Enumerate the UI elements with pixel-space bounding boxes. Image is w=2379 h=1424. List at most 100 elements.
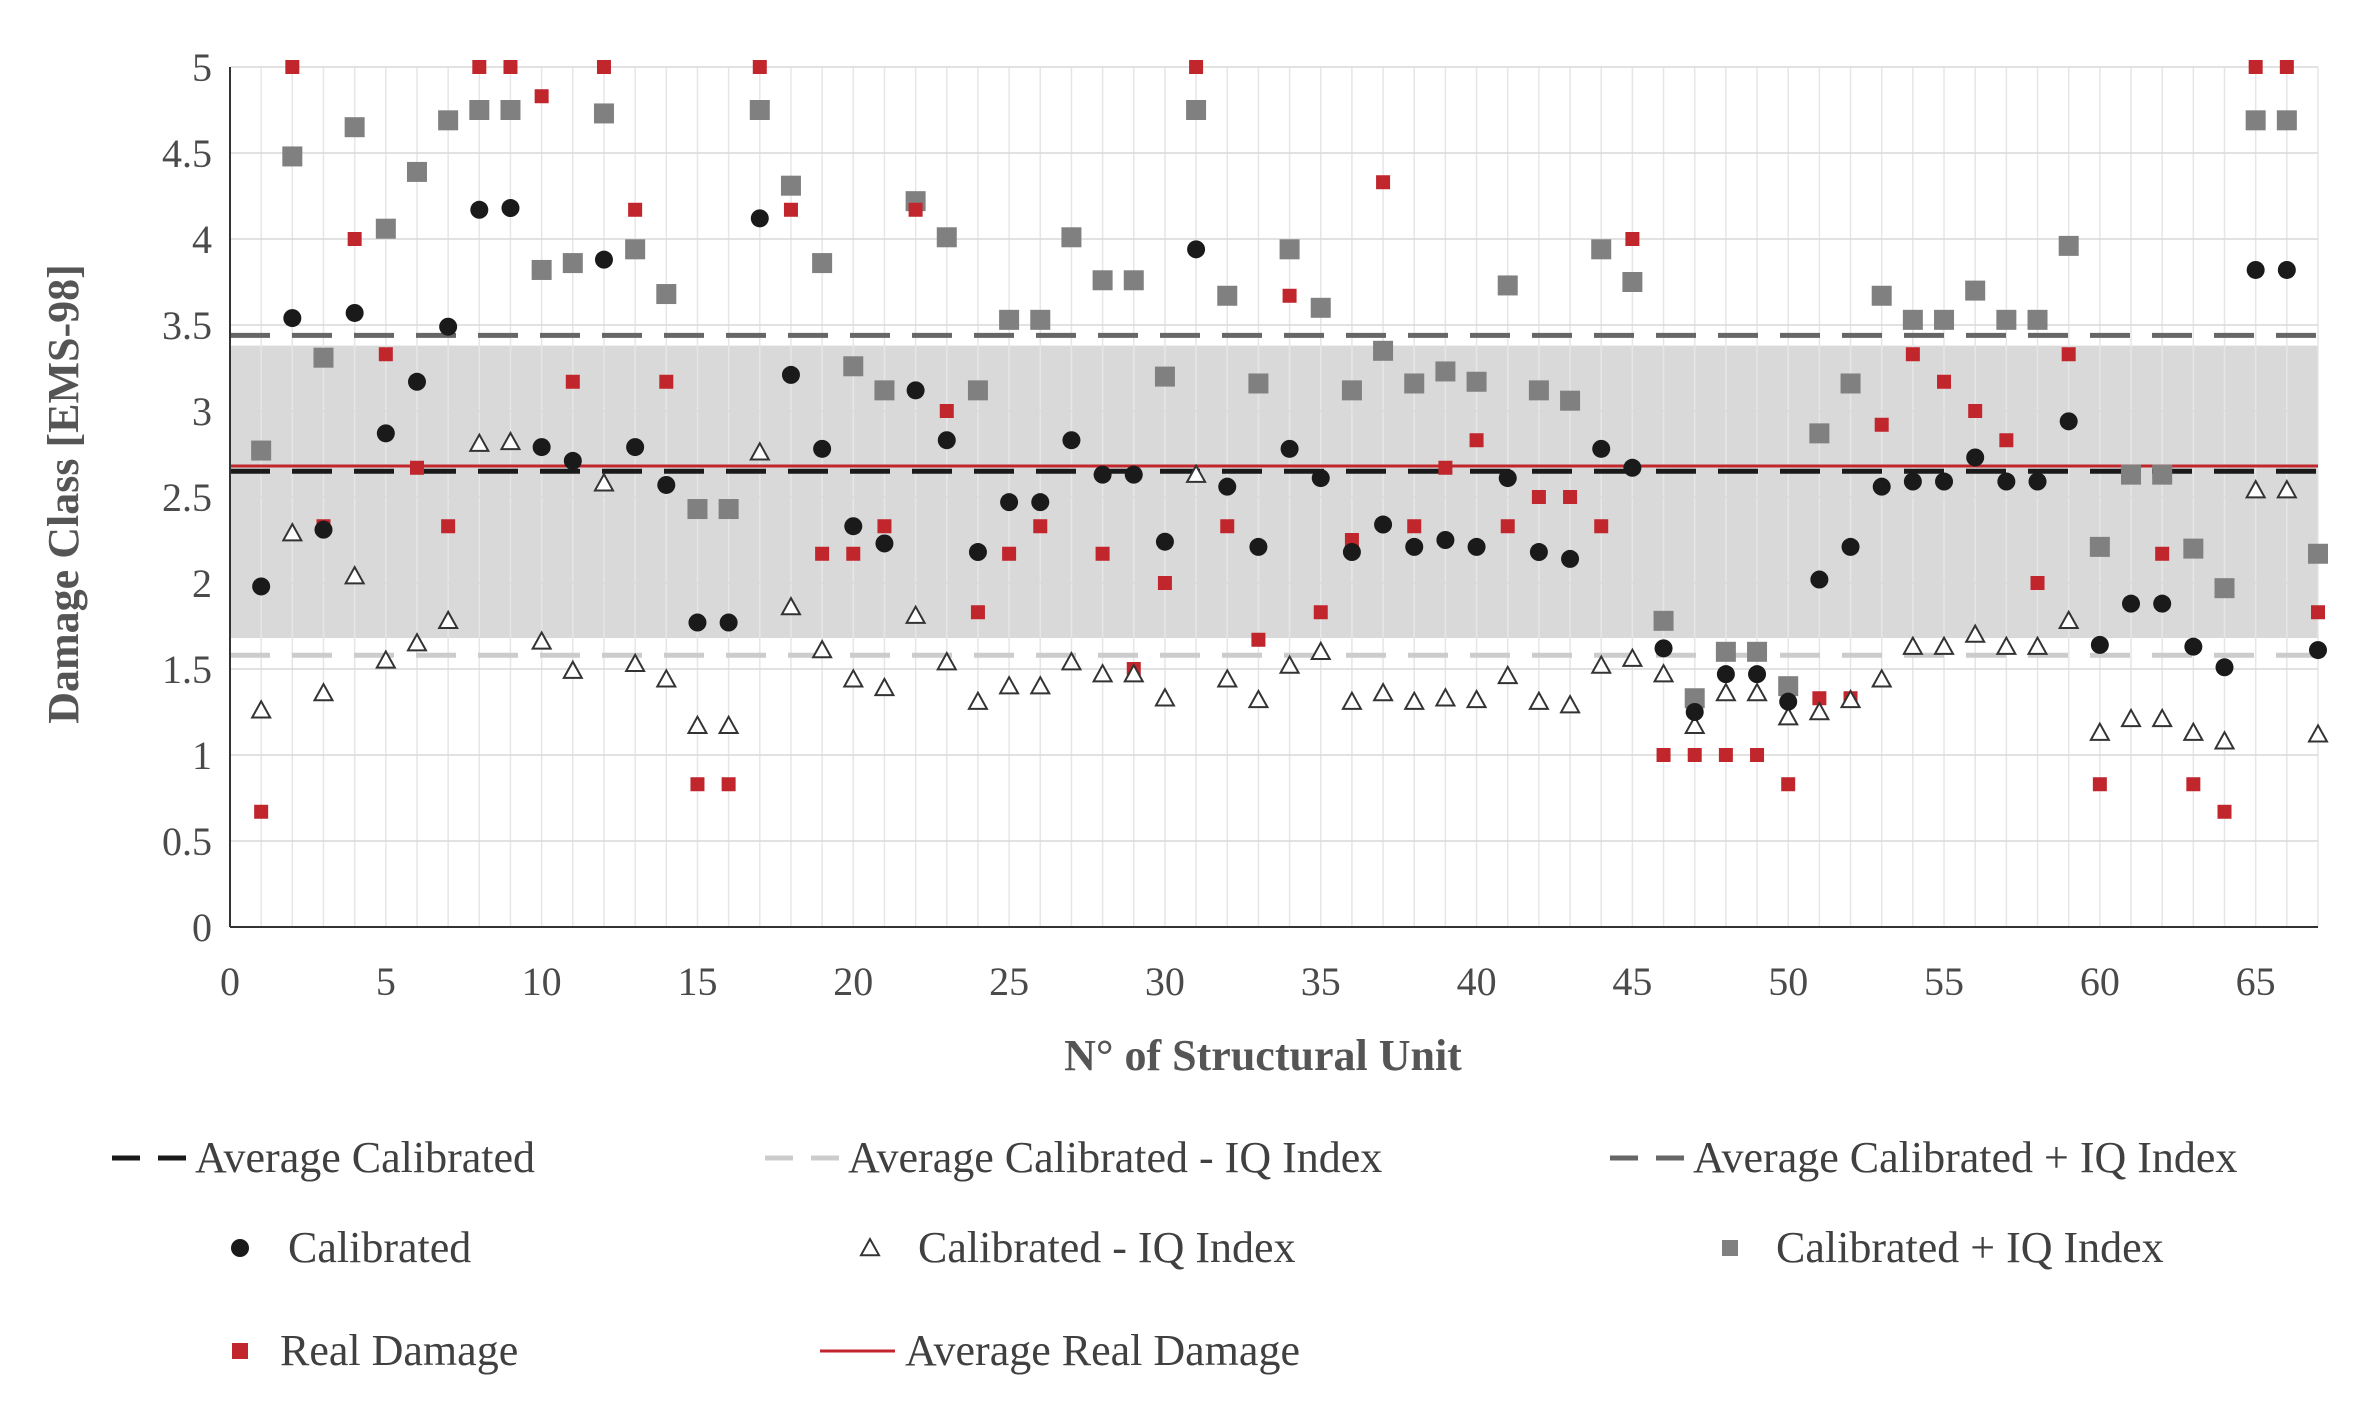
point-calibrated-iq-index <box>624 652 646 673</box>
point-calibrated-iq-index <box>1560 390 1581 411</box>
point-calibrated <box>1685 703 1704 721</box>
point-calibrated-iq-index <box>1310 640 1332 660</box>
point-calibrated <box>1997 472 2016 491</box>
x-tick-label: 30 <box>1145 959 1185 1004</box>
point-calibrated-iq-index <box>468 432 491 452</box>
point-calibrated-iq-index <box>2026 635 2049 655</box>
point-calibrated <box>1374 515 1393 534</box>
point-calibrated <box>906 381 925 400</box>
point-calibrated-iq-index <box>1995 635 2018 655</box>
point-calibrated-iq-index <box>874 380 895 401</box>
point-calibrated-iq-index <box>562 659 584 679</box>
point-calibrated-iq-index <box>1278 654 1301 674</box>
point-calibrated-iq-index <box>1777 706 1799 726</box>
point-calibrated-iq-index <box>1217 285 1238 306</box>
point-calibrated-iq-index <box>1154 366 1175 387</box>
point-calibrated-iq-index <box>873 676 896 697</box>
y-tick-label: 1 <box>192 733 212 778</box>
iq-shaded-band <box>230 345 2318 639</box>
point-calibrated-iq-index <box>717 714 740 734</box>
point-calibrated-iq-index <box>1839 688 1862 709</box>
point-calibrated-iq-index <box>1341 380 1362 401</box>
point-calibrated <box>1872 477 1891 496</box>
point-real-damage <box>2311 605 2325 620</box>
point-calibrated-iq-index <box>1840 373 1861 394</box>
point-calibrated <box>2246 260 2265 279</box>
point-calibrated <box>563 451 582 470</box>
point-calibrated-iq-index <box>2151 707 2173 728</box>
point-calibrated-iq-index <box>1591 239 1612 260</box>
point-calibrated <box>2215 658 2234 677</box>
point-calibrated <box>2184 637 2203 656</box>
point-calibrated-iq-index <box>843 356 864 377</box>
point-calibrated-iq-index <box>1902 309 1923 330</box>
y-tick-label: 1.5 <box>162 647 212 692</box>
point-calibrated-iq-index <box>1902 635 1924 655</box>
point-real-damage <box>347 232 362 246</box>
point-calibrated-iq-index <box>1030 309 1051 330</box>
y-tick-label: 4 <box>192 217 212 262</box>
point-calibrated-iq-index <box>1434 687 1457 707</box>
point-calibrated-iq-index <box>1528 690 1550 710</box>
point-calibrated <box>937 431 956 450</box>
point-real-damage <box>783 202 798 217</box>
axes-layer: 00.511.522.533.544.550 5 10 15 20 25 30 35 40 45 5… <box>162 45 2318 1004</box>
legend-label: Average Real Damage <box>905 1326 1300 1375</box>
legend-swatch <box>859 1236 881 1257</box>
point-real-damage <box>1157 576 1172 590</box>
point-calibrated-iq-index <box>1092 270 1113 291</box>
point-calibrated-iq-index <box>2089 536 2110 557</box>
x-tick-label: 0 <box>220 959 240 1004</box>
point-calibrated <box>1342 543 1361 562</box>
point-calibrated-iq-index <box>1341 690 1363 710</box>
point-calibrated <box>750 209 769 228</box>
point-calibrated-iq-index <box>1965 280 1986 301</box>
y-tick-label: 2 <box>192 561 212 606</box>
point-calibrated-iq-index <box>1061 227 1082 248</box>
legend-item-average-calibrated: Average Calibrated <box>112 1133 535 1182</box>
point-real-damage <box>939 404 954 418</box>
legend-label: Real Damage <box>280 1326 518 1375</box>
point-calibrated-iq-index <box>780 596 802 616</box>
x-tick-label: 35 <box>1301 959 1341 1004</box>
point-calibrated-iq-index <box>438 110 459 131</box>
x-tick-label: 15 <box>677 959 717 1004</box>
legend-swatch <box>1722 1240 1738 1256</box>
point-calibrated <box>1093 465 1112 484</box>
point-calibrated-iq-index <box>437 609 459 630</box>
point-calibrated <box>1716 665 1735 684</box>
y-tick-label: 2.5 <box>162 475 212 520</box>
point-calibrated <box>376 424 395 443</box>
point-calibrated <box>532 438 551 457</box>
point-calibrated <box>1249 537 1268 556</box>
point-calibrated-iq-index <box>562 253 583 274</box>
point-calibrated-iq-index <box>2213 730 2236 750</box>
x-tick-label: 5 <box>376 959 396 1004</box>
point-real-damage <box>378 347 393 362</box>
point-calibrated <box>283 309 302 328</box>
point-real-damage <box>2186 777 2201 792</box>
point-calibrated-iq-index <box>1372 682 1394 702</box>
point-real-damage <box>690 777 705 792</box>
point-calibrated-iq-index <box>998 675 1020 695</box>
point-calibrated <box>594 250 613 269</box>
point-calibrated-iq-index <box>406 632 428 652</box>
point-calibrated-iq-index <box>967 690 989 710</box>
point-calibrated-iq-index <box>1279 239 1300 260</box>
point-calibrated <box>1935 472 1954 491</box>
y-tick-label: 0 <box>192 905 212 950</box>
point-calibrated-iq-index <box>469 100 490 120</box>
point-calibrated-iq-index <box>282 146 303 167</box>
point-real-damage <box>2061 347 2076 362</box>
point-calibrated <box>407 372 426 391</box>
point-real-damage <box>1531 490 1546 504</box>
y-tick-label: 5 <box>192 45 212 90</box>
point-real-damage <box>1625 232 1640 246</box>
point-calibrated-iq-index <box>499 430 522 451</box>
point-calibrated-iq-index <box>500 100 521 120</box>
point-calibrated <box>1903 472 1922 491</box>
point-calibrated-iq-index <box>1373 340 1394 361</box>
legend-item-calibrated-iq-index: Calibrated + IQ Index <box>1722 1223 2164 1272</box>
point-real-damage <box>503 60 518 74</box>
